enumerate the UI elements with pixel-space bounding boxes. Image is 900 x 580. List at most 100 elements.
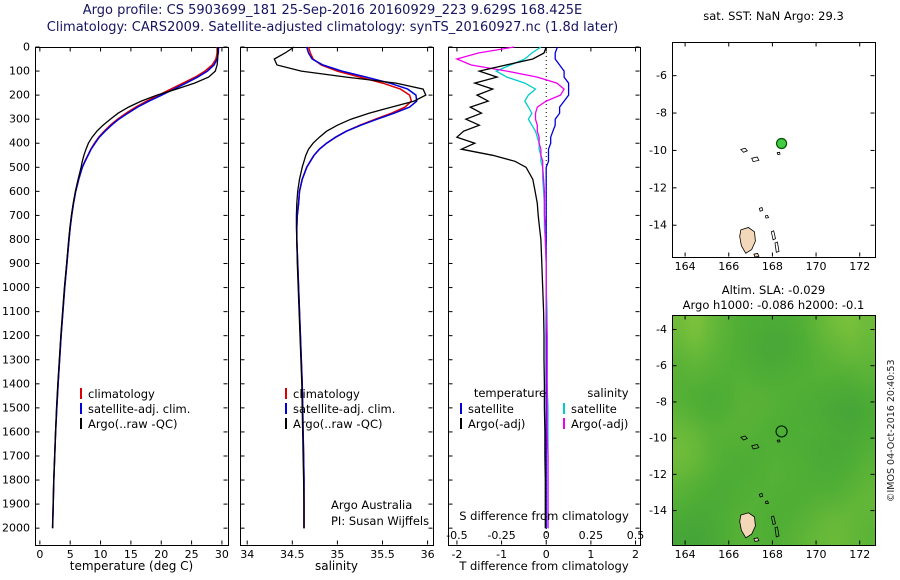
difference_profile-line-2 bbox=[494, 46, 549, 529]
argo-float-marker-sla bbox=[775, 425, 788, 438]
temperature_profile-ytick-label: 1500 bbox=[2, 401, 30, 414]
difference-legend-temperature: temperature satellite Argo(-adj) bbox=[460, 386, 560, 431]
legend-item-satellite-adj: satellite-adj. clim. bbox=[80, 401, 190, 416]
legend-label: Argo(-adj) bbox=[571, 416, 629, 431]
sst_map-island-8 bbox=[753, 252, 760, 258]
salinity-legend: climatology satellite-adj. clim. Argo(..… bbox=[285, 386, 395, 431]
difference_profile-line-0 bbox=[545, 46, 570, 529]
temperature_profile-xtick-label: 0 bbox=[36, 548, 43, 561]
legend-item-climatology: climatology bbox=[80, 386, 190, 401]
sst-map-title: sat. SST: NaN Argo: 29.3 bbox=[703, 9, 844, 23]
salinity_profile-line-0 bbox=[296, 46, 413, 529]
temperature_profile-ytick-label: 500 bbox=[9, 161, 30, 174]
difference_profile-xtick-label: 0 bbox=[543, 548, 550, 561]
sla_map-ytick-label: -12 bbox=[649, 468, 667, 481]
temperature_profile-xtick-label: 25 bbox=[185, 548, 199, 561]
legend-header-salinity: salinity bbox=[587, 386, 629, 400]
temperature_profile-ytick-label: 200 bbox=[9, 89, 30, 102]
sla_map-ytick-label: -14 bbox=[649, 504, 667, 517]
legend-line-swatch bbox=[285, 388, 287, 399]
sla_map-island-2 bbox=[776, 439, 781, 443]
sla_map-island-6 bbox=[770, 515, 776, 526]
sst_map-island-1 bbox=[751, 156, 760, 163]
sst_map-island-5 bbox=[739, 227, 756, 254]
temperature_profile-ytick-label: 1600 bbox=[2, 425, 30, 438]
temperature_profile-ytick-label: 1200 bbox=[2, 329, 30, 342]
legend-label: satellite bbox=[571, 401, 617, 416]
legend-item-argo-raw: Argo(..raw -QC) bbox=[80, 416, 190, 431]
sst_map-ytick-label: -12 bbox=[649, 181, 667, 194]
sla_map-xtick-label: 166 bbox=[718, 548, 739, 561]
sst_map-island-0 bbox=[740, 147, 748, 153]
difference_profile-xtick-label: 2 bbox=[632, 548, 639, 561]
temperature-legend: climatology satellite-adj. clim. Argo(..… bbox=[80, 386, 190, 431]
legend-item-t-satellite: satellite bbox=[460, 401, 560, 416]
sla_map-ytick-label: -8 bbox=[656, 395, 667, 408]
imos-credit-text: ©IMOS 04-Oct-2016 20:40:53 bbox=[886, 359, 897, 502]
legend-item-t-argo-adj: Argo(-adj) bbox=[460, 416, 560, 431]
sdiff-tick-label: -0.5 bbox=[446, 529, 467, 542]
sdiff-tick-label: 0.5 bbox=[627, 529, 645, 542]
sla_map-island-1 bbox=[751, 444, 760, 450]
legend-label: Argo(-adj) bbox=[468, 416, 526, 431]
salinity_profile-xtick-label: 35 bbox=[330, 548, 344, 561]
legend-line-swatch bbox=[563, 403, 565, 414]
legend-line-swatch bbox=[460, 418, 462, 429]
temperature_profile-ytick-label: 1800 bbox=[2, 474, 30, 487]
salinity_profile-line-1 bbox=[296, 46, 418, 529]
legend-label: Argo(..raw -QC) bbox=[293, 416, 383, 431]
sla_map-island-0 bbox=[740, 435, 748, 441]
sla_map-island-8 bbox=[753, 537, 760, 542]
temperature_profile-line-2 bbox=[51, 47, 219, 529]
temperature_profile-ytick-label: 1700 bbox=[2, 449, 30, 462]
sla_map-xtick-label: 168 bbox=[762, 548, 783, 561]
legend-item-satellite-adj: satellite-adj. clim. bbox=[285, 401, 395, 416]
salinity_profile-line-2 bbox=[273, 46, 427, 529]
tdiff-axis-label: T difference from climatology bbox=[459, 559, 629, 573]
sst_map-ytick-label: -6 bbox=[656, 69, 667, 82]
difference_profile-xtick-label: -2 bbox=[451, 548, 462, 561]
temperature_profile-xtick-label: 20 bbox=[154, 548, 168, 561]
temperature_profile-xtick-label: 30 bbox=[215, 548, 229, 561]
temperature_profile-ytick-label: 800 bbox=[9, 233, 30, 246]
legend-line-swatch bbox=[80, 388, 82, 399]
temperature_profile-xtick-label: 10 bbox=[94, 548, 108, 561]
temperature_profile-ytick-label: 1900 bbox=[2, 498, 30, 511]
annotation-line1: Argo Australia bbox=[331, 498, 413, 512]
legend-line-swatch bbox=[80, 403, 82, 414]
sla_map-frame bbox=[672, 315, 876, 546]
sst_map-ytick-label: -10 bbox=[649, 144, 667, 157]
temperature_profile-ytick-label: 1300 bbox=[2, 353, 30, 366]
legend-line-swatch bbox=[563, 418, 565, 429]
sla_map-xtick-label: 170 bbox=[806, 548, 827, 561]
legend-line-swatch bbox=[80, 418, 82, 429]
temperature_profile-xtick-label: 15 bbox=[124, 548, 138, 561]
temperature_profile-ytick-label: 900 bbox=[9, 257, 30, 270]
temperature_profile-ytick-label: 400 bbox=[9, 137, 30, 150]
sst_map-island-6 bbox=[770, 230, 776, 241]
sla_map-ytick-label: -10 bbox=[649, 432, 667, 445]
legend-label: satellite-adj. clim. bbox=[293, 401, 396, 416]
legend-line-swatch bbox=[285, 403, 287, 414]
salinity_profile-xtick-label: 34 bbox=[240, 548, 254, 561]
difference_profile-frame bbox=[448, 47, 641, 546]
sst_map-ytick-label: -14 bbox=[649, 219, 667, 232]
difference_profile-xtick-label: 1 bbox=[587, 548, 594, 561]
temperature_profile-ytick-label: 300 bbox=[9, 113, 30, 126]
temperature_profile-ytick-label: 1400 bbox=[2, 377, 30, 390]
legend-line-swatch bbox=[285, 418, 287, 429]
sla_map-xtick-label: 172 bbox=[849, 548, 870, 561]
temperature_profile-ytick-label: 700 bbox=[9, 209, 30, 222]
legend-label: climatology bbox=[88, 386, 155, 401]
sst_map-island-7 bbox=[774, 241, 780, 253]
temperature_profile-ytick-label: 100 bbox=[9, 65, 30, 78]
sst_map-ytick-label: -8 bbox=[656, 107, 667, 120]
legend-header-temperature: temperature bbox=[473, 386, 547, 400]
sst_map-xtick-label: 166 bbox=[718, 260, 739, 273]
sla_map-xtick-label: 164 bbox=[675, 548, 696, 561]
sdiff-inner-label: S difference from climatology bbox=[459, 509, 629, 523]
legend-label: climatology bbox=[293, 386, 360, 401]
temperature_profile-line-0 bbox=[51, 47, 218, 529]
sst_map-xtick-label: 170 bbox=[806, 260, 827, 273]
